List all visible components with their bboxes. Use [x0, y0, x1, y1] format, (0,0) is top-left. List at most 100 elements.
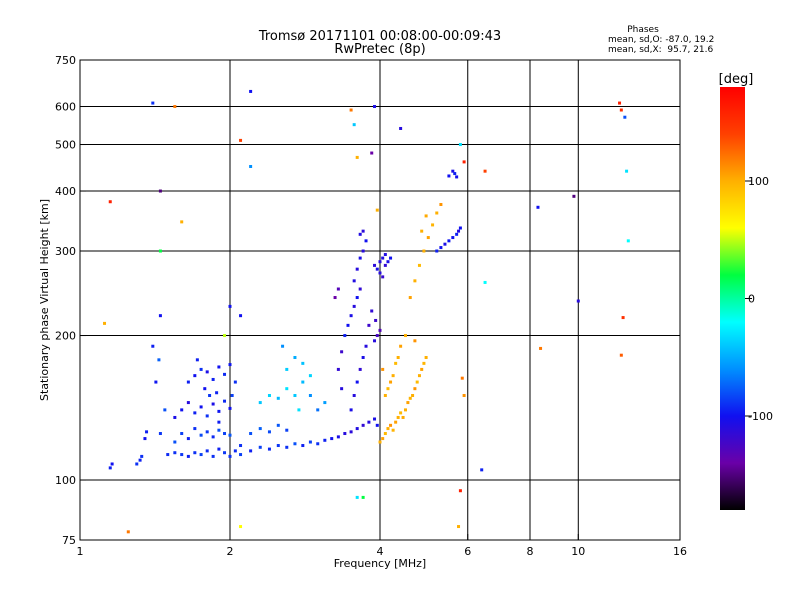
scatter-point [336, 287, 340, 291]
scatter-point [135, 462, 139, 466]
scatter-point [411, 394, 415, 398]
y-axis-ticks: 75 100 200 300 400 500 600 750 [55, 54, 86, 547]
scatter-point [140, 454, 144, 458]
scatter-point [375, 423, 379, 427]
scatter-point [480, 468, 484, 472]
scatter-point [352, 279, 356, 283]
scatter-point [399, 344, 403, 348]
scatter-point [108, 466, 112, 470]
scatter-point [193, 427, 197, 431]
scatter-point [373, 105, 377, 109]
scatter-point [297, 408, 301, 412]
scatter-point [435, 211, 439, 215]
scatter-point [424, 214, 428, 218]
scatter-point [267, 430, 271, 434]
stats-header: Phases [627, 25, 659, 35]
scatter-point [228, 433, 232, 437]
colorbar-unit-label: [deg] [719, 72, 754, 87]
scatter-point [217, 428, 221, 432]
scatter-point [439, 246, 443, 250]
scatter-point [301, 444, 305, 448]
x-tick-label: 1 [77, 545, 84, 558]
scatter-point [301, 361, 305, 365]
scatter-point [293, 442, 297, 446]
scatter-point [417, 263, 421, 267]
scatter-point [205, 414, 209, 418]
scatter-point [352, 304, 356, 308]
scatter-point [355, 155, 359, 159]
scatter-point [349, 314, 353, 318]
scatter-point [539, 346, 543, 350]
scatter-point [228, 363, 232, 367]
scatter-point [426, 236, 430, 240]
x-axis-ticks: 1 2 4 6 8 10 16 [77, 534, 687, 558]
scatter-point [143, 437, 147, 441]
scatter-point [205, 370, 209, 374]
scatter-point [352, 123, 356, 127]
stats-o-line: mean, sd,O: -87.0, 19.2 [608, 35, 714, 45]
scatter-point [358, 232, 362, 236]
y-axis-title: Stationary phase Virtual Height [km] [38, 199, 51, 401]
scatter-point [267, 447, 271, 451]
scatter-point [126, 530, 130, 534]
grid-lines [80, 60, 680, 540]
scatter-point [355, 380, 359, 384]
scatter-point [381, 367, 385, 371]
scatter-point [623, 115, 627, 119]
scatter-point [373, 263, 377, 267]
scatter-point [343, 334, 347, 338]
scatter-point [211, 454, 215, 458]
scatter-point [406, 401, 410, 405]
scatter-point [211, 377, 215, 381]
scatter-point [355, 495, 359, 499]
scatter-point [458, 226, 462, 230]
scatter-point [285, 428, 289, 432]
scatter-point [186, 401, 190, 405]
scatter-point [108, 200, 112, 204]
scatter-point [408, 396, 412, 400]
scatter-point [293, 394, 297, 398]
scatter-point [370, 151, 374, 155]
scatter-point [333, 296, 337, 300]
scatter-point [352, 394, 356, 398]
y-tick-label: 75 [62, 534, 76, 547]
scatter-point [367, 420, 371, 424]
scatter-point [401, 415, 405, 419]
scatter-point [276, 444, 280, 448]
scatter-point [349, 430, 353, 434]
scatter-point [389, 423, 393, 427]
scatter-point [389, 380, 393, 384]
scatter-point [375, 208, 379, 212]
scatter-point [370, 309, 374, 313]
scatter-point [420, 229, 424, 233]
scatter-point [276, 423, 280, 427]
scatter-point [443, 242, 447, 246]
scatter-point [316, 442, 320, 446]
scatter-point [180, 453, 184, 457]
scatter-point [383, 253, 387, 257]
scatter-point [154, 380, 158, 384]
scatter-point [451, 236, 455, 240]
scatter-point [281, 344, 285, 348]
scatter-point [103, 321, 107, 325]
scatter-point [386, 260, 390, 264]
scatter-point [223, 334, 227, 338]
scatter-point [285, 387, 289, 391]
scatter-point [163, 408, 167, 412]
scatter-point [180, 220, 184, 224]
scatter-point [340, 387, 344, 391]
scatter-point [394, 420, 398, 424]
y-tick-label: 200 [55, 330, 76, 343]
scatter-point [258, 401, 262, 405]
scatter-point [435, 249, 439, 253]
scatter-point [460, 376, 464, 380]
scatter-point [361, 249, 365, 253]
scatter-point [455, 175, 459, 179]
scatter-point [453, 172, 457, 176]
scatter-point [381, 437, 385, 441]
scatter-point [378, 328, 382, 332]
scatter-point [293, 355, 297, 359]
y-tick-label: 500 [55, 139, 76, 152]
scatter-point [173, 105, 177, 109]
